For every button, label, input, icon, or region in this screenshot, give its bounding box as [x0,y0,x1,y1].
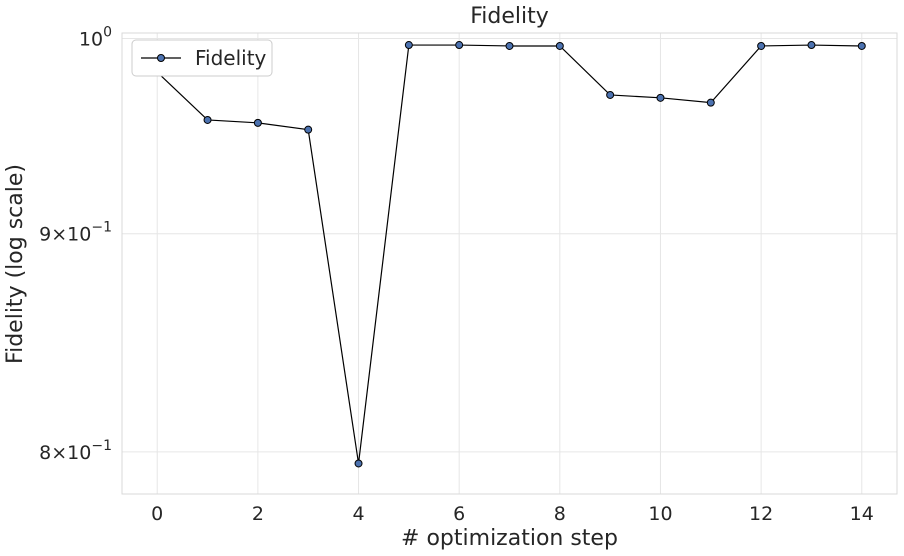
data-point [354,459,363,468]
series-line [156,44,862,464]
y-axis-ticks: 100 9×10−1 8×10−1 [39,25,112,464]
data-point [656,93,665,102]
x-tick-label: 8 [554,503,566,525]
data-point [455,41,464,50]
chart-title: Fidelity [470,4,549,29]
legend-box [131,39,273,77]
x-tick-label: 14 [850,503,874,525]
y-axis-title: Fidelity (log scale) [3,164,28,364]
data-point [253,118,262,127]
data-point [203,115,212,124]
x-tick-label: 12 [749,503,773,525]
legend: Fidelity [131,39,273,77]
y-tick-label: 9×10−1 [39,220,112,246]
y-tick-label: 100 [79,25,112,51]
data-point [606,90,615,99]
data-point [555,41,564,50]
x-tick-label: 0 [151,503,163,525]
data-point [857,41,866,50]
y-tick-label: 8×10−1 [39,438,112,464]
data-point [706,98,715,107]
legend-marker-sample [157,54,165,62]
x-axis-title: # optimization step [401,526,618,551]
plot-area-frame [121,32,898,495]
x-axis-ticks: 0 2 4 6 8 10 12 14 [151,503,874,525]
data-point [505,41,514,50]
x-tick-label: 2 [252,503,264,525]
data-point [404,41,413,50]
x-tick-label: 10 [648,503,672,525]
data-point [807,41,816,50]
legend-label: Fidelity [195,46,267,70]
data-point [757,41,766,50]
data-point [304,125,313,134]
grid [122,33,897,494]
x-tick-label: 4 [352,503,364,525]
x-tick-label: 6 [453,503,465,525]
series [153,41,866,468]
